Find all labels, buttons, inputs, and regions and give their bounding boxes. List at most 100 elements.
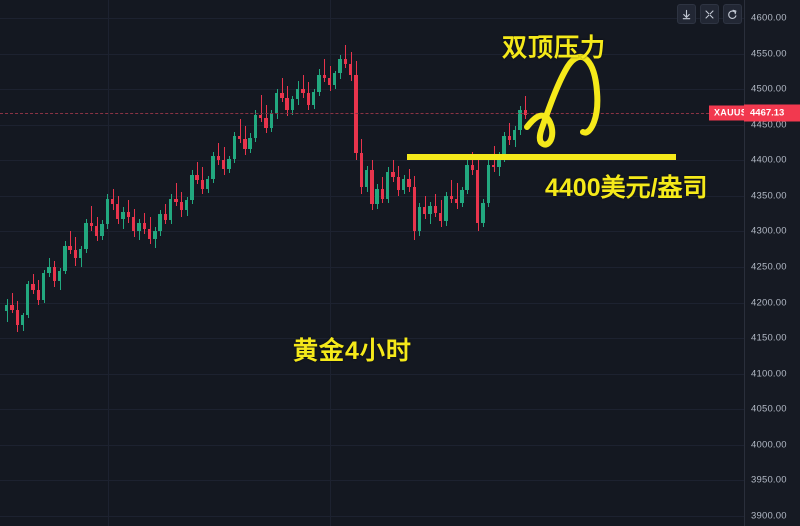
- candle-body: [343, 59, 348, 64]
- candle-wick: [197, 161, 198, 185]
- chart-plot-area[interactable]: 双顶压力 4400美元/盎司 黄金4小时 XAUUSD: [0, 0, 744, 526]
- candle-body: [153, 231, 157, 239]
- candle-body: [449, 195, 453, 199]
- price-axis-tick: 3950.00: [751, 474, 787, 486]
- candle-wick: [91, 205, 92, 232]
- horizontal-gridline: [0, 267, 744, 268]
- candle-body: [438, 212, 443, 222]
- candle-body: [163, 214, 168, 221]
- candle-wick: [472, 151, 473, 175]
- price-axis[interactable]: 4600.00 4550.00 4500.00 4450.00 4400.00 4350.…: [744, 0, 800, 526]
- candle-body: [57, 271, 62, 282]
- candle-body: [407, 178, 411, 188]
- candle-body: [105, 198, 109, 225]
- candle-body: [433, 205, 438, 213]
- candle-wick: [324, 59, 325, 83]
- price-axis-tick: 4000.00: [751, 439, 787, 451]
- candle-body: [4, 305, 9, 312]
- candle-body: [338, 59, 342, 74]
- candle-body: [317, 74, 321, 92]
- candle-body: [89, 222, 93, 226]
- candle-body: [63, 245, 67, 272]
- collapse-icon[interactable]: [700, 4, 719, 24]
- candle-body: [36, 289, 41, 300]
- candle-body: [42, 272, 46, 300]
- candle-body: [486, 164, 490, 203]
- candle-wick: [218, 143, 219, 165]
- candle-body: [444, 195, 448, 222]
- candle-body: [169, 198, 173, 221]
- candle-body: [200, 180, 205, 189]
- candle-wick: [457, 183, 458, 209]
- candle-body: [26, 284, 30, 316]
- candle-body: [131, 217, 136, 232]
- candle-body: [174, 198, 178, 202]
- candle-wick: [509, 123, 510, 145]
- price-axis-tick: 4550.00: [751, 48, 787, 60]
- candle-body: [481, 202, 485, 223]
- candle-body: [497, 157, 501, 168]
- horizontal-gridline: [0, 374, 744, 375]
- candle-wick: [176, 183, 177, 206]
- candle-body: [248, 137, 252, 149]
- candle-body: [518, 110, 522, 131]
- horizontal-gridline: [0, 445, 744, 446]
- candle-body: [206, 178, 210, 189]
- candle-body: [73, 249, 78, 259]
- candle-body: [470, 164, 475, 171]
- candle-body: [417, 207, 422, 232]
- candle-body: [333, 73, 337, 85]
- reset-chart-icon[interactable]: [723, 4, 742, 24]
- candle-body: [184, 200, 189, 211]
- candle-body: [460, 190, 464, 203]
- candle-wick: [12, 292, 13, 313]
- last-price-badge: 4467.13: [744, 104, 800, 122]
- candle-body: [465, 164, 469, 191]
- candle-body: [190, 174, 194, 201]
- price-axis-tick: 4200.00: [751, 297, 787, 309]
- price-axis-tick: 3900.00: [751, 510, 787, 522]
- candle-body: [322, 74, 326, 78]
- candle-body: [126, 211, 131, 218]
- scroll-to-realtime-icon[interactable]: [677, 4, 696, 24]
- candle-body: [306, 93, 311, 105]
- candle-body: [423, 207, 427, 215]
- horizontal-gridline: [0, 18, 744, 19]
- candle-body: [84, 222, 88, 249]
- candle-body: [290, 99, 295, 111]
- candle-body: [327, 77, 332, 85]
- chart-toolbar[interactable]: [677, 4, 742, 24]
- candle-body: [94, 225, 99, 236]
- candle-body: [142, 222, 146, 229]
- candle-body: [391, 171, 395, 178]
- candle-body: [380, 188, 385, 199]
- candle-body: [15, 309, 19, 326]
- candle-body: [47, 267, 51, 273]
- candle-body: [158, 214, 162, 232]
- double-top-projection-path: [524, 53, 601, 148]
- candle-body: [454, 198, 459, 203]
- candle-wick: [494, 146, 495, 172]
- candle-body: [296, 89, 300, 100]
- candle-body: [375, 188, 379, 205]
- candle-body: [311, 91, 316, 105]
- price-axis-tick: 4400.00: [751, 154, 787, 166]
- horizontal-gridline: [0, 89, 744, 90]
- candle-wick: [261, 94, 262, 122]
- candle-body: [68, 245, 72, 250]
- candle-body: [280, 93, 284, 98]
- candle-body: [110, 198, 115, 205]
- candle-body: [10, 305, 14, 310]
- candle-body: [502, 136, 506, 158]
- symbol-tag: XAUUSD: [709, 105, 744, 121]
- yellow-drawing-layer: [407, 53, 676, 160]
- candle-body: [364, 170, 369, 188]
- horizontal-gridline: [0, 231, 744, 232]
- candle-body: [274, 93, 279, 114]
- candle-body: [412, 187, 416, 232]
- price-axis-tick: 4250.00: [751, 261, 787, 273]
- price-axis-tick: 4350.00: [751, 190, 787, 202]
- candle-body: [264, 117, 268, 128]
- price-axis-tick: 4450.00: [751, 119, 787, 131]
- price-axis-tick: 4300.00: [751, 225, 787, 237]
